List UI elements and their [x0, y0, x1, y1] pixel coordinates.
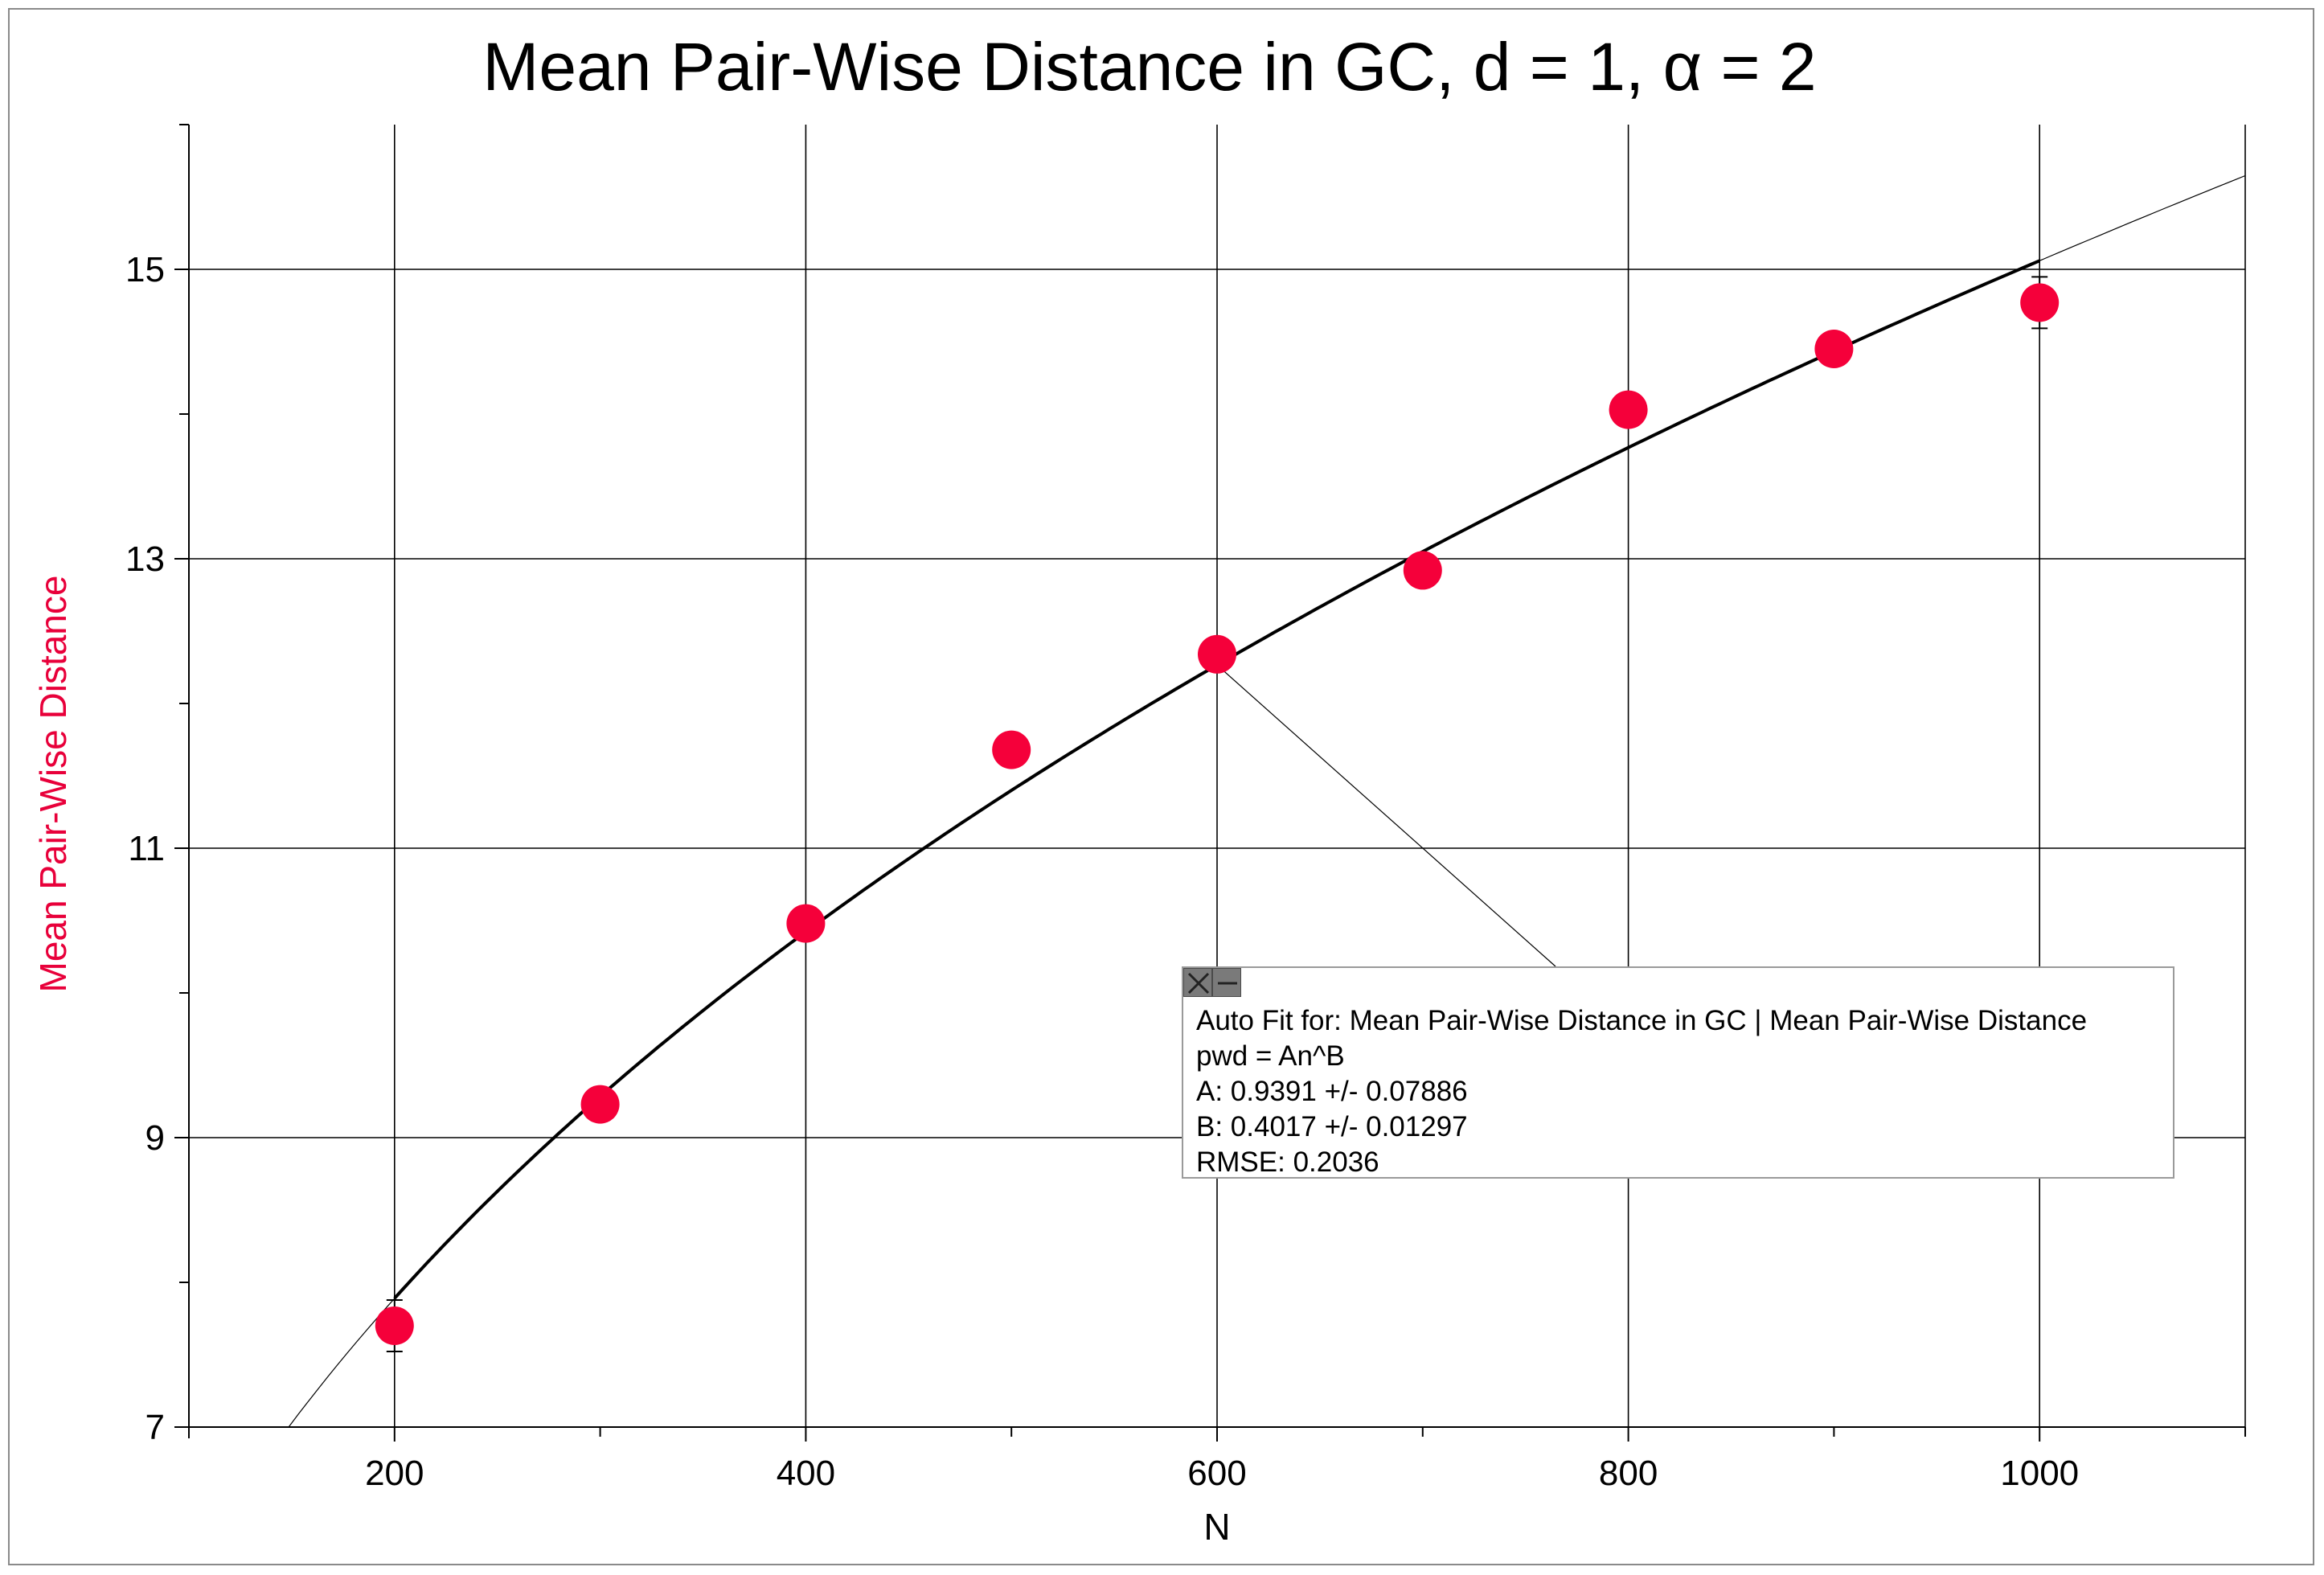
fit-annotation-box[interactable]: Auto Fit for: Mean Pair-Wise Distance in… [1182, 966, 2174, 1179]
fit-curve-extended [288, 174, 2246, 1428]
minimize-icon[interactable] [1212, 968, 1241, 997]
fit-box-param-b: B: 0.4017 +/- 0.01297 [1196, 1111, 1468, 1142]
data-point [1609, 390, 1648, 429]
y-tick-label: 7 [146, 1408, 165, 1447]
fit-box-rmse: RMSE: 0.2036 [1196, 1146, 1379, 1178]
fit-box-title: Auto Fit for: Mean Pair-Wise Distance in… [1196, 1005, 2088, 1036]
fit-box-param-a: A: 0.9391 +/- 0.07886 [1196, 1076, 1468, 1107]
x-axis-label: N [1203, 1506, 1230, 1548]
y-axis-ticks: 7 9 11 13 15 [125, 124, 189, 1447]
chart-frame [8, 8, 2314, 1565]
x-tick-label: 200 [365, 1454, 424, 1493]
data-points [375, 276, 2060, 1352]
axes [178, 125, 2245, 1438]
y-tick-label: 15 [125, 250, 165, 289]
grid [189, 125, 2246, 1428]
data-point [1403, 551, 1442, 590]
chart-title: Mean Pair-Wise Distance in GC, d = 1, α … [482, 29, 1816, 105]
y-tick-label: 11 [128, 829, 165, 868]
y-tick-label: 13 [125, 539, 165, 579]
data-point [375, 1306, 414, 1345]
data-point [2020, 283, 2060, 322]
data-point [786, 904, 826, 943]
fit-box-equation: pwd = An^B [1196, 1040, 1345, 1072]
x-tick-label: 800 [1599, 1454, 1658, 1493]
data-point [1198, 634, 1236, 674]
fit-curve [288, 174, 2246, 1428]
data-point [580, 1085, 620, 1124]
y-tick-label: 9 [146, 1118, 165, 1158]
x-tick-label: 600 [1187, 1454, 1246, 1493]
x-tick-label: 1000 [2000, 1454, 2079, 1493]
x-axis-ticks: 200 400 600 800 1000 [188, 1427, 2246, 1493]
data-point [992, 730, 1031, 769]
y-axis-label: Mean Pair-Wise Distance [32, 576, 74, 993]
data-point [1814, 330, 1854, 368]
connector-line [1216, 664, 1556, 967]
fit-annotation-connector [1216, 664, 1556, 967]
close-icon[interactable] [1183, 968, 1212, 997]
x-tick-label: 400 [777, 1454, 835, 1493]
